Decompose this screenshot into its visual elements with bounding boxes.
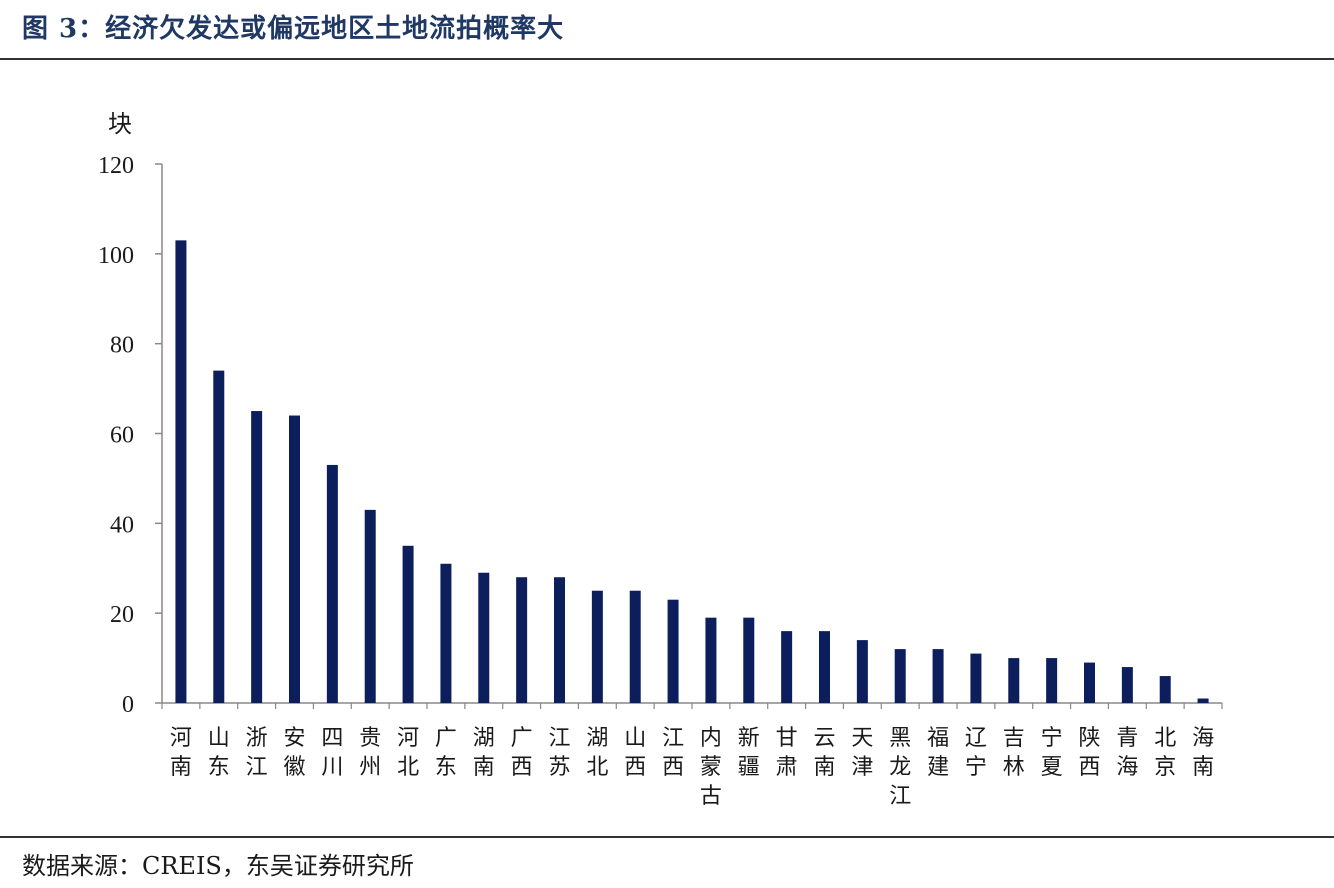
- x-category-label: 湖南: [473, 726, 495, 780]
- x-category-label: 福建: [927, 726, 949, 780]
- x-category-label: 北京: [1154, 726, 1176, 780]
- x-category-label: 甘肃: [776, 726, 798, 780]
- x-category-label: 吉林: [1003, 726, 1025, 780]
- x-category-label: 天津: [851, 726, 873, 780]
- x-category-label: 安徽: [283, 726, 305, 780]
- bar-chart: 0 20 40 60 80 100 120 块河南山东浙江安徽四川贵州河北广东湖南广西江苏湖北…: [98, 110, 1223, 809]
- y-tick-label: 100: [98, 243, 134, 269]
- x-category-label: 江西: [662, 726, 684, 780]
- source-note: 数据来源：CREIS，东吴证券研究所: [22, 852, 414, 880]
- bar-广西: [516, 577, 528, 703]
- x-category-label: 湖北: [586, 726, 608, 780]
- bar-青海: [1121, 667, 1133, 703]
- bar-云南: [819, 631, 830, 703]
- x-category-label: 浙江: [246, 726, 268, 780]
- y-tick-label: 40: [110, 512, 134, 538]
- bar-吉林: [1008, 658, 1020, 703]
- bar-江西: [667, 599, 679, 703]
- x-category-label: 河北: [397, 726, 419, 780]
- bar-福建: [932, 649, 944, 703]
- bar-河南: [175, 240, 187, 703]
- bar-湖南: [478, 572, 490, 703]
- x-category-label: 宁夏: [1041, 726, 1063, 780]
- x-category-label: 广东: [435, 726, 457, 780]
- x-category-label: 贵州: [359, 726, 381, 780]
- y-tick-label: 120: [98, 153, 134, 179]
- bar-山西: [629, 590, 641, 703]
- bar-新疆: [743, 617, 755, 703]
- x-category-label: 广西: [511, 726, 533, 780]
- bar-贵州: [364, 509, 376, 703]
- source-divider: [0, 836, 1334, 838]
- bar-北京: [1159, 676, 1171, 703]
- bar-四川: [326, 464, 338, 703]
- bar-内蒙古: [705, 617, 717, 703]
- bar-广东: [440, 563, 452, 703]
- bar-辽宁: [970, 653, 982, 703]
- bar-黑龙江: [894, 649, 906, 703]
- x-category-label: 辽宁: [965, 726, 987, 780]
- x-category-label: 山东: [208, 726, 230, 780]
- x-category-label: 新疆: [738, 726, 760, 780]
- bar-甘肃: [781, 631, 793, 703]
- bar-陕西: [1084, 662, 1095, 703]
- x-category-label: 四川: [321, 726, 343, 780]
- bar-浙江: [251, 411, 263, 703]
- y-tick-label: 20: [110, 602, 134, 628]
- bar-宁夏: [1046, 658, 1058, 703]
- y-tick-label: 80: [110, 333, 134, 359]
- bar-安徽: [289, 415, 300, 703]
- x-category-label: 青海: [1116, 726, 1138, 780]
- x-category-label: 河南: [170, 726, 192, 780]
- figure-title: 图 3：经济欠发达或偏远地区土地流拍概率大: [22, 14, 565, 44]
- x-category-label: 海南: [1192, 726, 1214, 780]
- bar-山东: [213, 370, 225, 703]
- x-category-label: 内蒙古: [700, 726, 722, 809]
- x-category-label: 黑龙江: [889, 726, 911, 809]
- bar-天津: [856, 640, 868, 703]
- x-category-label: 云南: [813, 726, 835, 780]
- y-tick-label: 60: [110, 423, 134, 449]
- y-axis-unit-label: 块: [108, 110, 132, 138]
- x-category-label: 陕西: [1078, 726, 1100, 780]
- bar-海南: [1197, 698, 1209, 703]
- y-tick-label: 0: [122, 692, 134, 718]
- bar-江苏: [554, 577, 565, 703]
- title-divider: [0, 58, 1334, 60]
- x-category-label: 山西: [624, 726, 646, 780]
- bar-湖北: [591, 590, 603, 703]
- bar-河北: [402, 545, 414, 703]
- x-category-label: 江苏: [548, 726, 570, 780]
